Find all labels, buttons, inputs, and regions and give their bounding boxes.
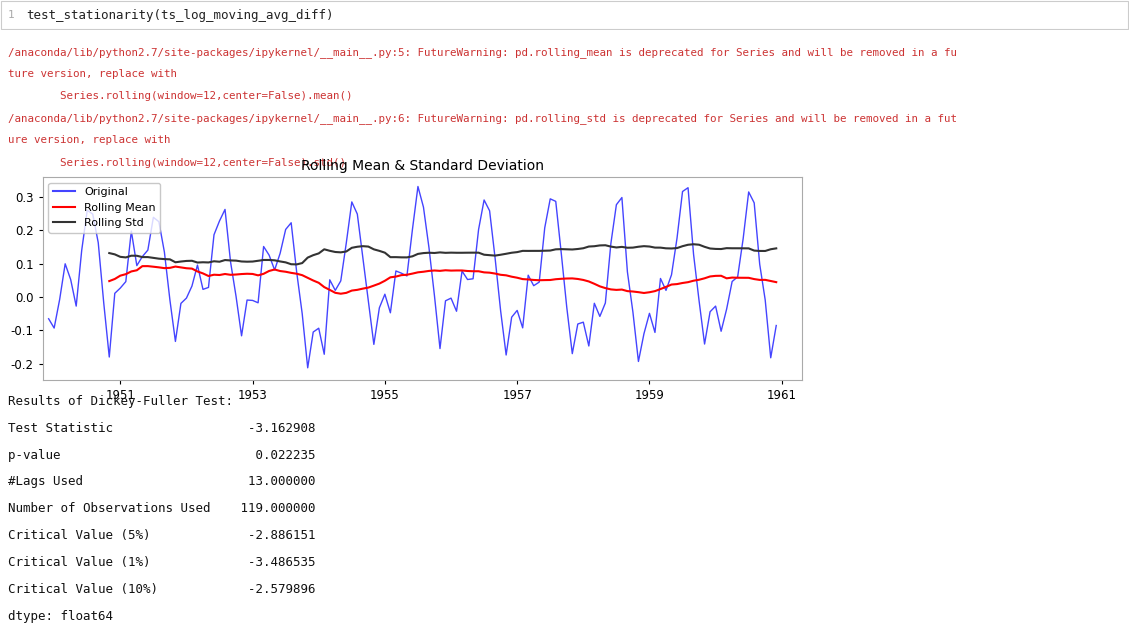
Text: Series.rolling(window=12,center=False).mean(): Series.rolling(window=12,center=False).m… [8, 91, 352, 102]
Title: Rolling Mean & Standard Deviation: Rolling Mean & Standard Deviation [300, 159, 544, 173]
Rolling Std [256, 256, 270, 264]
Original [736, 235, 750, 242]
Text: test_stationarity(ts_log_moving_avg_diff): test_stationarity(ts_log_moving_avg_diff… [26, 8, 333, 22]
Rolling Std [770, 245, 784, 252]
Text: 1: 1 [8, 10, 15, 20]
Original [753, 260, 767, 268]
Original [533, 278, 546, 286]
Text: Series.rolling(window=12,center=False).std(): Series.rolling(window=12,center=False).s… [8, 158, 345, 167]
Text: Critical Value (5%)             -2.886151: Critical Value (5%) -2.886151 [8, 529, 315, 542]
Original [554, 249, 568, 257]
Rolling Std [323, 247, 336, 254]
Original [91, 239, 105, 247]
Original [411, 183, 425, 190]
Legend: Original, Rolling Mean, Rolling Std: Original, Rolling Mean, Rolling Std [49, 183, 160, 233]
Original [770, 321, 784, 329]
Line: Rolling Std: Rolling Std [110, 244, 777, 265]
Original [510, 307, 524, 314]
Rolling Std [103, 249, 116, 257]
Text: Critical Value (1%)             -3.486535: Critical Value (1%) -3.486535 [8, 556, 315, 569]
Text: Number of Observations Used    119.000000: Number of Observations Used 119.000000 [8, 502, 315, 515]
Rolling Mean [478, 268, 491, 276]
Text: dtype: float64: dtype: float64 [8, 610, 113, 622]
Original [301, 364, 315, 372]
Rolling Mean [759, 276, 772, 284]
Text: #Lags Used                      13.000000: #Lags Used 13.000000 [8, 475, 315, 488]
Line: Original: Original [49, 187, 777, 368]
Text: Test Statistic                  -3.162908: Test Statistic -3.162908 [8, 422, 315, 435]
Rolling Std [686, 240, 700, 248]
Rolling Mean [103, 277, 116, 285]
Rolling Mean [141, 262, 155, 270]
Rolling Mean [323, 286, 336, 294]
Rolling Mean [730, 274, 744, 282]
Text: Results of Dickey-Fuller Test:: Results of Dickey-Fuller Test: [8, 395, 233, 408]
Original [42, 315, 55, 323]
Rolling Std [730, 245, 744, 252]
Rolling Std [533, 247, 546, 255]
Rolling Mean [537, 276, 551, 284]
Rolling Std [759, 247, 772, 255]
Text: /anaconda/lib/python2.7/site-packages/ipykernel/__main__.py:6: FutureWarning: pd: /anaconda/lib/python2.7/site-packages/ip… [8, 113, 957, 125]
Text: p-value                          0.022235: p-value 0.022235 [8, 449, 315, 461]
Text: /anaconda/lib/python2.7/site-packages/ipykernel/__main__.py:5: FutureWarning: pd: /anaconda/lib/python2.7/site-packages/ip… [8, 47, 957, 58]
Text: ure version, replace with: ure version, replace with [8, 135, 170, 146]
Rolling Std [290, 261, 304, 268]
Rolling Mean [334, 290, 348, 298]
Text: Critical Value (10%)            -2.579896: Critical Value (10%) -2.579896 [8, 583, 315, 596]
Rolling Std [472, 249, 485, 256]
Rolling Mean [262, 267, 275, 275]
Line: Rolling Mean: Rolling Mean [110, 266, 777, 294]
Rolling Mean [770, 279, 784, 286]
Text: ture version, replace with: ture version, replace with [8, 69, 177, 79]
